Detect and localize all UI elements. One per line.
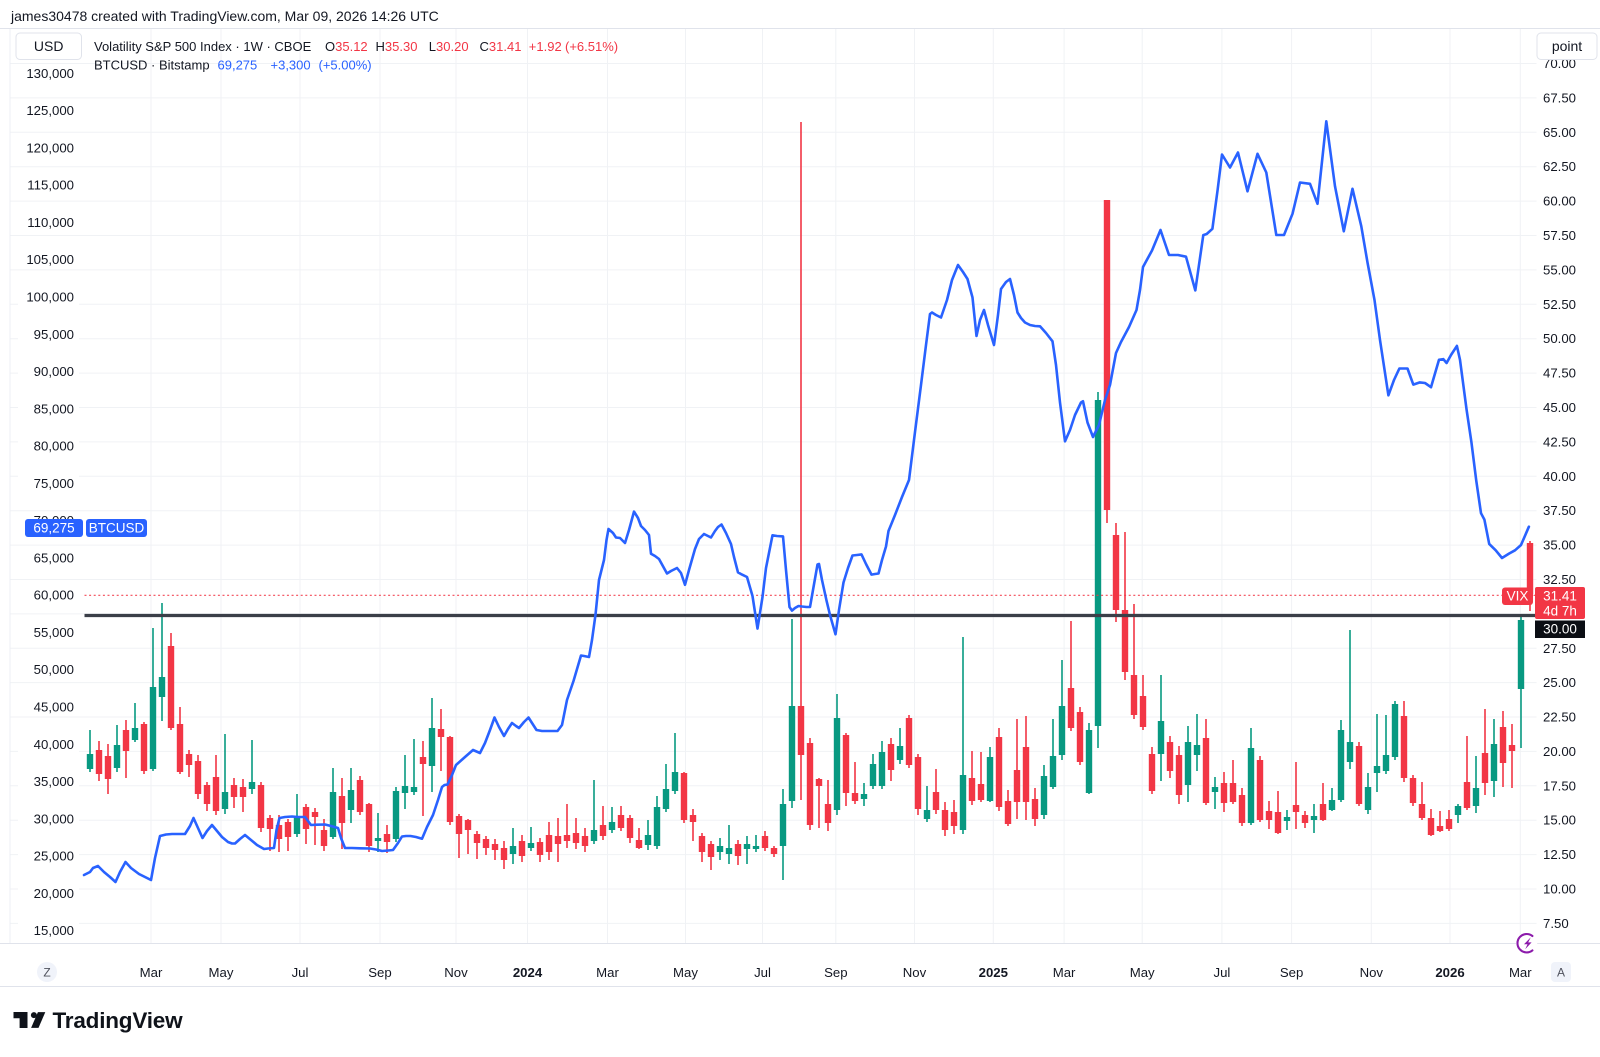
svg-text:22.50: 22.50 [1543, 710, 1576, 725]
svg-text:Jul: Jul [1213, 965, 1230, 980]
svg-text:105,000: 105,000 [26, 252, 74, 267]
svg-text:25.00: 25.00 [1543, 675, 1576, 690]
svg-text:50.00: 50.00 [1543, 331, 1576, 346]
svg-text:80,000: 80,000 [34, 439, 74, 454]
svg-text:90,000: 90,000 [34, 364, 74, 379]
svg-text:65,000: 65,000 [34, 550, 74, 565]
svg-text:47.50: 47.50 [1543, 366, 1576, 381]
svg-text:35,000: 35,000 [34, 774, 74, 789]
svg-text:110,000: 110,000 [27, 215, 74, 230]
svg-text:130,000: 130,000 [26, 66, 74, 81]
svg-text:BTCUSD: BTCUSD [89, 521, 145, 536]
svg-text:42.50: 42.50 [1543, 434, 1576, 449]
svg-text:55,000: 55,000 [34, 625, 74, 640]
svg-text:69,275+3,300(+5.00%): 69,275 +3,300 (+5.00%) [218, 58, 372, 73]
svg-text:Mar: Mar [1509, 965, 1532, 980]
svg-text:Mar: Mar [596, 965, 619, 980]
svg-text:10.00: 10.00 [1543, 882, 1576, 897]
svg-text:75,000: 75,000 [34, 476, 74, 491]
svg-text:55.00: 55.00 [1543, 262, 1576, 277]
svg-text:Mar: Mar [140, 965, 163, 980]
svg-text:85,000: 85,000 [34, 401, 74, 416]
svg-text:12.50: 12.50 [1543, 847, 1576, 862]
svg-text:May: May [673, 965, 698, 980]
svg-text:50,000: 50,000 [34, 662, 74, 677]
svg-text:65.00: 65.00 [1543, 125, 1576, 140]
svg-text:Volatility S&P 500 Index · 1W: Volatility S&P 500 Index · 1W · CBOE [94, 39, 312, 54]
svg-text:A: A [1557, 966, 1565, 980]
svg-text:TradingView: TradingView [53, 1008, 184, 1033]
svg-text:100,000: 100,000 [26, 290, 74, 305]
svg-text:4d 7h: 4d 7h [1543, 604, 1577, 619]
svg-text:USD: USD [34, 38, 64, 54]
svg-text:30,000: 30,000 [34, 811, 74, 826]
svg-text:7.50: 7.50 [1543, 916, 1569, 931]
svg-text:May: May [209, 965, 234, 980]
svg-text:Jul: Jul [292, 965, 309, 980]
svg-text:115,000: 115,000 [27, 178, 74, 193]
svg-text:point: point [1552, 38, 1582, 54]
svg-text:52.50: 52.50 [1543, 297, 1576, 312]
svg-text:32.50: 32.50 [1543, 572, 1576, 587]
svg-text:Sep: Sep [824, 965, 847, 980]
svg-text:Sep: Sep [368, 965, 391, 980]
svg-text:2024: 2024 [513, 965, 543, 980]
svg-text:May: May [1130, 965, 1155, 980]
svg-text:35.00: 35.00 [1543, 538, 1576, 553]
svg-text:20.00: 20.00 [1543, 744, 1576, 759]
svg-text:40,000: 40,000 [34, 737, 74, 752]
svg-text:Nov: Nov [903, 965, 927, 980]
svg-text:james30478 created with Tradin: james30478 created with TradingView.com,… [10, 8, 439, 24]
svg-text:57.50: 57.50 [1543, 228, 1576, 243]
svg-text:Mar: Mar [1053, 965, 1076, 980]
svg-text:2025: 2025 [979, 965, 1008, 980]
svg-text:62.50: 62.50 [1543, 159, 1576, 174]
svg-text:60.00: 60.00 [1543, 194, 1576, 209]
svg-text:69,275: 69,275 [33, 521, 74, 536]
svg-text:Nov: Nov [1360, 965, 1384, 980]
svg-text:2026: 2026 [1435, 965, 1464, 980]
svg-text:95,000: 95,000 [34, 327, 74, 342]
svg-text:Sep: Sep [1280, 965, 1303, 980]
svg-text:17.50: 17.50 [1543, 778, 1576, 793]
svg-text:VIX: VIX [1507, 589, 1529, 604]
svg-text:67.50: 67.50 [1543, 90, 1576, 105]
svg-text:25,000: 25,000 [34, 849, 74, 864]
svg-text:BTCUSD · Bitstamp: BTCUSD · Bitstamp [94, 58, 210, 73]
svg-text:Jul: Jul [754, 965, 771, 980]
svg-text:40.00: 40.00 [1543, 469, 1576, 484]
svg-text:60,000: 60,000 [34, 588, 74, 603]
svg-text:31.41: 31.41 [1543, 589, 1577, 604]
svg-text:37.50: 37.50 [1543, 503, 1576, 518]
svg-text:45.00: 45.00 [1543, 400, 1576, 415]
svg-text:120,000: 120,000 [26, 140, 74, 155]
svg-text:15.00: 15.00 [1543, 813, 1576, 828]
svg-text:20,000: 20,000 [34, 886, 74, 901]
svg-text:125,000: 125,000 [26, 103, 74, 118]
svg-text:15,000: 15,000 [34, 923, 74, 938]
svg-text:27.50: 27.50 [1543, 641, 1576, 656]
svg-text:Z: Z [43, 966, 50, 980]
svg-text:45,000: 45,000 [34, 700, 74, 715]
svg-text:Nov: Nov [444, 965, 468, 980]
svg-text:30.00: 30.00 [1543, 622, 1577, 637]
